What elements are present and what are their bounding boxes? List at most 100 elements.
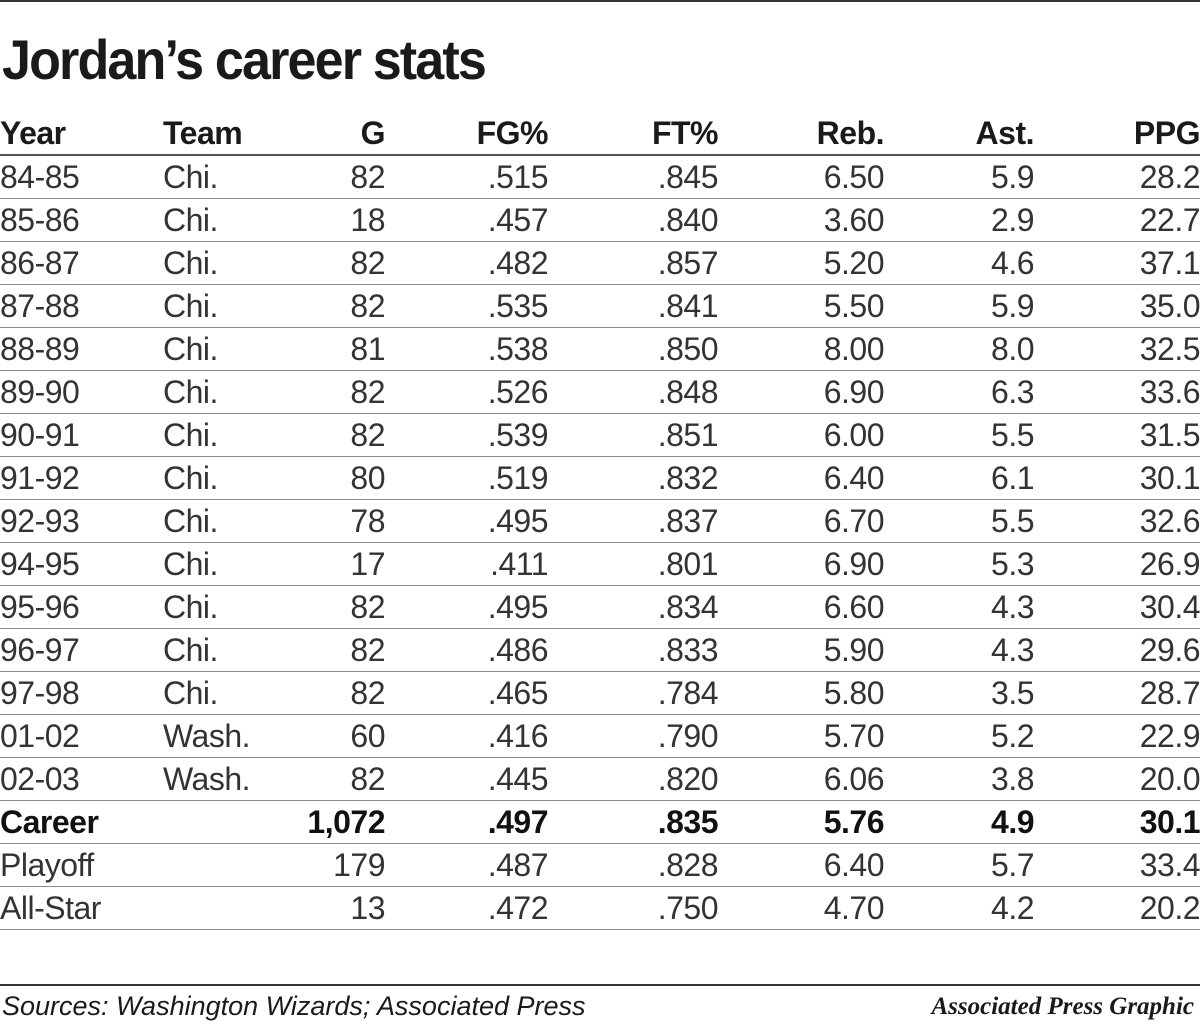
cell-fg-pct: .465: [385, 671, 548, 715]
cell-team: Chi.: [163, 628, 278, 672]
cell-ppg: 26.9: [1034, 542, 1200, 586]
cell-games: 13: [278, 886, 385, 930]
cell-fg-pct: .515: [385, 155, 548, 199]
cell-fg-pct: .519: [385, 456, 548, 500]
cell-rebounds: 5.80: [718, 671, 884, 715]
cell-ft-pct: .857: [548, 241, 718, 285]
header-row: Year Team G FG% FT% Reb. Ast. PPG: [0, 112, 1200, 156]
cell-rebounds: 5.50: [718, 284, 884, 328]
column-header-ppg: PPG: [1034, 112, 1200, 156]
cell-games: 82: [278, 284, 385, 328]
cell-assists: 5.5: [884, 499, 1034, 543]
graphic-credit: Associated Press Graphic: [931, 993, 1195, 1020]
table-row: 97-98 Chi. 82.465.784 5.80 3.5 28.7: [0, 671, 1200, 715]
cell-year: 02-03: [0, 757, 163, 801]
cell-ppg: 29.6: [1034, 628, 1200, 672]
cell-year: 90-91: [0, 413, 163, 457]
career-stats-table: Year Team G FG% FT% Reb. Ast. PPG 84-85 C…: [0, 112, 1200, 930]
table-row: 94-95 Chi. 17.411.801 6.90 5.3 26.9: [0, 542, 1200, 586]
cell-ft-pct: .851: [548, 413, 718, 457]
cell-rebounds: 6.00: [718, 413, 884, 457]
cell-year: 97-98: [0, 671, 163, 715]
cell-assists: 4.3: [884, 585, 1034, 629]
cell-ft-pct: .820: [548, 757, 718, 801]
cell-ppg: 28.2: [1034, 155, 1200, 199]
cell-ppg: 30.4: [1034, 585, 1200, 629]
cell-year: 92-93: [0, 499, 163, 543]
cell-team: Wash.: [163, 714, 278, 758]
cell-games: 82: [278, 628, 385, 672]
cell-assists: 5.3: [884, 542, 1034, 586]
cell-games: 81: [278, 327, 385, 371]
cell-fg-pct: .538: [385, 327, 548, 371]
summary-row: Playoff 179.487.828 6.40 5.7 33.4: [0, 843, 1200, 887]
table-row: 85-86 Chi. 18.457.840 3.60 2.9 22.7: [0, 198, 1200, 242]
cell-rebounds: 4.70: [718, 886, 884, 930]
season-rows: 84-85 Chi. 82.515.845 6.50 5.9 28.2 85-86 Chi. 1…: [0, 155, 1200, 801]
cell-games: 82: [278, 585, 385, 629]
cell-year: 95-96: [0, 585, 163, 629]
cell-ppg: 20.0: [1034, 757, 1200, 801]
cell-team: Chi.: [163, 456, 278, 500]
cell-year: 88-89: [0, 327, 163, 371]
cell-assists: 2.9: [884, 198, 1034, 242]
summary-label: All-Star: [0, 886, 278, 930]
cell-rebounds: 3.60: [718, 198, 884, 242]
cell-fg-pct: .497: [385, 800, 548, 844]
cell-year: 96-97: [0, 628, 163, 672]
cell-rebounds: 6.70: [718, 499, 884, 543]
cell-fg-pct: .495: [385, 499, 548, 543]
cell-games: 82: [278, 413, 385, 457]
cell-games: 1,072: [278, 800, 385, 844]
cell-fg-pct: .487: [385, 843, 548, 887]
cell-fg-pct: .535: [385, 284, 548, 328]
cell-ppg: 22.7: [1034, 198, 1200, 242]
cell-ft-pct: .784: [548, 671, 718, 715]
cell-year: 91-92: [0, 456, 163, 500]
cell-assists: 3.5: [884, 671, 1034, 715]
cell-ft-pct: .835: [548, 800, 718, 844]
cell-fg-pct: .445: [385, 757, 548, 801]
table-row: 84-85 Chi. 82.515.845 6.50 5.9 28.2: [0, 155, 1200, 199]
cell-team: Chi.: [163, 585, 278, 629]
cell-assists: 4.2: [884, 886, 1034, 930]
cell-year: 84-85: [0, 155, 163, 199]
cell-team: Chi.: [163, 198, 278, 242]
cell-games: 78: [278, 499, 385, 543]
cell-fg-pct: .472: [385, 886, 548, 930]
cell-games: 82: [278, 155, 385, 199]
cell-fg-pct: .482: [385, 241, 548, 285]
cell-fg-pct: .411: [385, 542, 548, 586]
cell-year: 87-88: [0, 284, 163, 328]
cell-team: Chi.: [163, 284, 278, 328]
cell-ppg: 20.2: [1034, 886, 1200, 930]
cell-ft-pct: .790: [548, 714, 718, 758]
summary-label: Playoff: [0, 843, 278, 887]
cell-games: 18: [278, 198, 385, 242]
summary-label: Career: [0, 800, 278, 844]
column-header-fg-pct: FG%: [385, 112, 548, 156]
cell-assists: 4.9: [884, 800, 1034, 844]
cell-assists: 3.8: [884, 757, 1034, 801]
cell-games: 82: [278, 241, 385, 285]
column-header-assists: Ast.: [884, 112, 1034, 156]
cell-year: 94-95: [0, 542, 163, 586]
column-header-year: Year: [0, 112, 163, 156]
cell-fg-pct: .539: [385, 413, 548, 457]
cell-rebounds: 6.06: [718, 757, 884, 801]
cell-team: Chi.: [163, 542, 278, 586]
cell-assists: 5.9: [884, 284, 1034, 328]
cell-ft-pct: .833: [548, 628, 718, 672]
cell-assists: 6.3: [884, 370, 1034, 414]
cell-ppg: 32.5: [1034, 327, 1200, 371]
table-row: 91-92 Chi. 80.519.832 6.40 6.1 30.1: [0, 456, 1200, 500]
cell-team: Wash.: [163, 757, 278, 801]
cell-team: Chi.: [163, 241, 278, 285]
cell-rebounds: 5.70: [718, 714, 884, 758]
bottom-rule: [0, 984, 1200, 986]
cell-ft-pct: .845: [548, 155, 718, 199]
table-row: 90-91 Chi. 82.539.851 6.00 5.5 31.5: [0, 413, 1200, 457]
cell-ft-pct: .850: [548, 327, 718, 371]
cell-ft-pct: .848: [548, 370, 718, 414]
cell-rebounds: 5.20: [718, 241, 884, 285]
